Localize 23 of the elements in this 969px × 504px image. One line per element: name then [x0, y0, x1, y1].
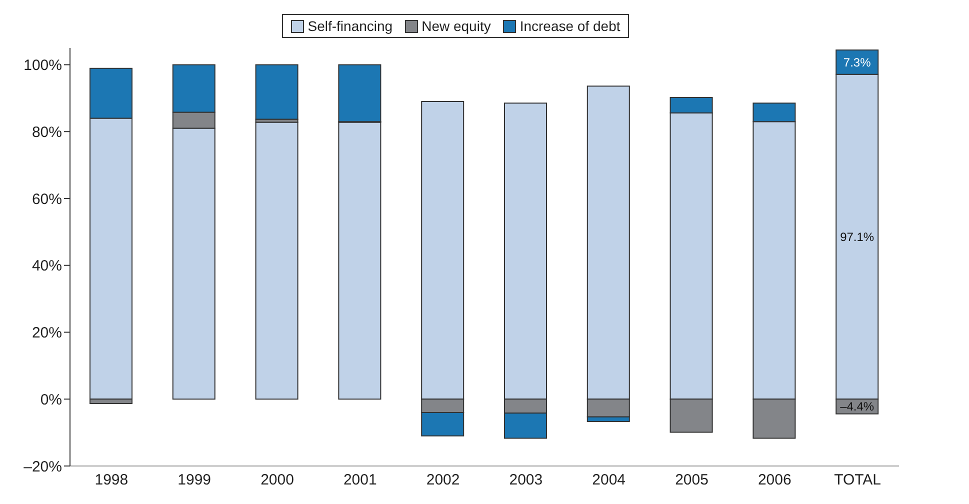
x-tick-label: 2006: [758, 472, 792, 489]
y-tick-label: 60%: [32, 190, 62, 208]
legend-label: Increase of debt: [518, 18, 620, 34]
legend-label: New equity: [420, 18, 491, 34]
data-label: –4.4%: [840, 400, 874, 414]
x-tick-label: 2000: [260, 472, 294, 489]
x-tick-label: 2001: [343, 472, 377, 489]
data-label: 97.1%: [840, 230, 874, 244]
y-tick-label: 40%: [32, 258, 62, 275]
legend-label: Self-financing: [306, 18, 393, 34]
y-tick-label: 0%: [40, 391, 62, 408]
x-tick-label: 2003: [509, 472, 543, 489]
y-tick-label: 20%: [32, 324, 62, 342]
x-tick-label: TOTAL: [834, 472, 882, 489]
x-tick-label: 1998: [94, 472, 128, 489]
x-tick-label: 2005: [675, 472, 708, 489]
y-tick-label: –20%: [24, 458, 62, 476]
x-tick-label: 2004: [592, 472, 626, 489]
y-tick-label: 100%: [24, 57, 62, 74]
x-tick-label: 1999: [178, 472, 212, 489]
x-tick-label: 2002: [426, 472, 460, 489]
data-label: 7.3%: [843, 55, 872, 70]
y-tick-label: 80%: [32, 124, 62, 141]
